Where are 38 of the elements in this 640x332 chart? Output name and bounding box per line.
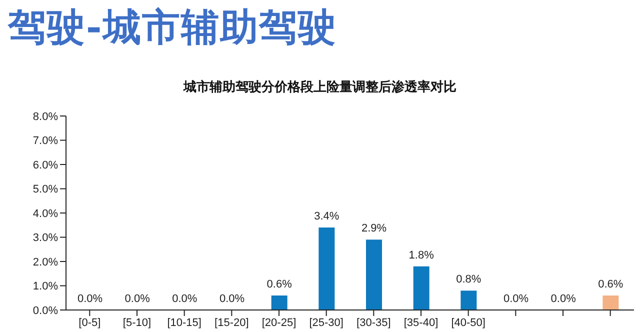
data-label: 0.6% <box>598 278 624 290</box>
y-tick-label: 2.0% <box>32 256 58 268</box>
x-tick-label: [30-35] <box>356 316 391 329</box>
chart-title: 驾驶-城市辅助驾驶 <box>8 3 337 51</box>
x-tick-label: [25-30] <box>309 316 344 329</box>
x-tick-label: [20-25] <box>262 316 296 329</box>
y-tick-label: 7.0% <box>32 135 58 148</box>
x-tick-label: [5-10] <box>122 316 152 329</box>
chart-subtitle: 城市辅助驾驶分价格段上险量调整后渗透率对比 <box>182 78 458 96</box>
data-label: 0.0% <box>219 292 245 305</box>
y-tick-label: 6.0% <box>32 159 58 172</box>
data-label: 0.0% <box>124 292 150 305</box>
data-label: 2.9% <box>361 222 387 235</box>
x-tick-label: [35-40] <box>404 316 438 329</box>
bar <box>602 295 619 310</box>
data-label: 0.0% <box>503 292 529 305</box>
x-tick-label: [10-15] <box>167 316 202 329</box>
data-label: 0.0% <box>172 292 198 305</box>
y-tick-label: 1.0% <box>32 280 58 293</box>
data-label: 3.4% <box>314 210 340 223</box>
bar <box>318 228 335 310</box>
bar <box>460 290 477 310</box>
data-label: 0.8% <box>456 274 482 286</box>
y-tick-label: 0.0% <box>32 304 58 317</box>
data-label: 0.0% <box>550 292 576 305</box>
data-label: 0.6% <box>266 278 292 290</box>
y-tick-label: 5.0% <box>32 184 58 196</box>
x-tick-label: [0-5] <box>78 316 101 329</box>
x-tick-label: [40-50] <box>451 316 486 329</box>
x-tick-label: [15-20] <box>214 316 249 329</box>
data-label: 0.0% <box>77 292 103 305</box>
bar <box>413 266 430 310</box>
y-tick-label: 8.0% <box>32 110 58 123</box>
y-tick-label: 3.0% <box>32 232 58 244</box>
bar <box>366 240 382 310</box>
y-tick-label: 4.0% <box>32 208 58 220</box>
bar <box>271 295 288 310</box>
data-label: 1.8% <box>408 249 434 262</box>
